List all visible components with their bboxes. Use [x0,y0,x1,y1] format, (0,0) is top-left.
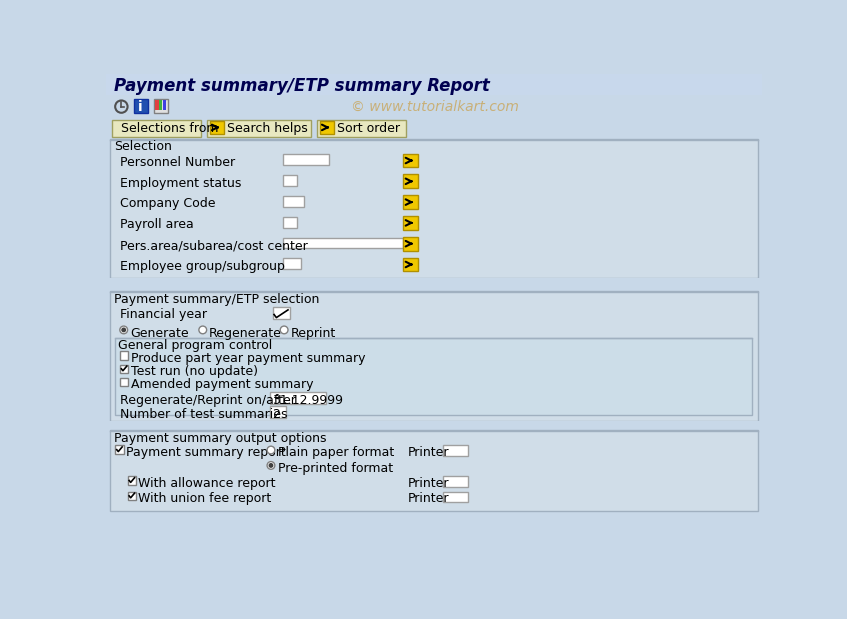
Bar [110,430,758,511]
Bar [317,119,406,137]
Text: Payment summary output options: Payment summary output options [113,431,326,444]
Bar [402,258,418,271]
Bar [163,100,165,110]
Bar [270,406,285,418]
Text: Regenerate: Regenerate [209,327,282,340]
Bar [270,392,326,404]
Bar [115,337,752,415]
Bar [283,196,304,207]
Text: Selections from: Selections from [121,122,219,135]
Text: © www.tutorialkart.com: © www.tutorialkart.com [351,100,518,114]
Text: General program control: General program control [119,339,273,352]
Text: Payment summary/ETP selection: Payment summary/ETP selection [113,293,319,306]
Bar [283,175,296,186]
Text: Pre-printed format: Pre-printed format [278,462,393,475]
Bar [112,119,202,137]
Text: Printer: Printer [408,477,450,490]
Text: Search helps: Search helps [227,122,307,135]
Bar [134,99,147,113]
Text: Financial year: Financial year [119,308,207,321]
Bar [156,100,158,110]
Bar [283,217,296,228]
Text: Payment summary report: Payment summary report [126,446,285,459]
Circle shape [122,328,125,332]
Text: i: i [138,100,142,114]
Bar [283,154,329,165]
Bar [110,139,758,277]
Circle shape [119,326,128,334]
Circle shape [267,462,274,469]
Bar [159,100,163,110]
Bar [273,307,290,319]
Bar [402,195,418,209]
Bar [154,99,168,113]
Bar [283,258,302,269]
Text: Plain paper format: Plain paper format [278,446,394,459]
Text: With union fee report: With union fee report [138,492,272,505]
Bar [210,121,224,134]
Bar [106,421,762,430]
Bar [402,216,418,230]
Text: Produce part year payment summary: Produce part year payment summary [130,352,365,365]
Circle shape [267,446,274,454]
Bar [320,121,334,134]
Text: Amended payment summary: Amended payment summary [130,378,313,391]
Text: Generate: Generate [130,327,189,340]
Text: Pers.area/subarea/cost center: Pers.area/subarea/cost center [119,239,307,252]
Text: 31.12.9999: 31.12.9999 [273,394,344,407]
Bar [402,154,418,168]
Bar [119,378,129,386]
Text: Regenerate/Reprint on/after: Regenerate/Reprint on/after [119,394,296,407]
Bar [207,119,311,137]
Bar [106,95,762,118]
Bar [443,476,468,487]
Bar [106,277,762,292]
Bar [115,446,124,454]
Bar [128,476,136,485]
Circle shape [269,464,273,467]
Text: Printer: Printer [408,446,450,459]
Text: Test run (no update): Test run (no update) [130,365,257,378]
Text: Selection: Selection [113,141,171,154]
Text: Employee group/subgroup: Employee group/subgroup [119,260,285,273]
Text: Personnel Number: Personnel Number [119,156,235,169]
Text: Printer: Printer [408,492,450,505]
Text: Employment status: Employment status [119,176,241,189]
Text: Number of test summaries: Number of test summaries [119,408,287,421]
Circle shape [280,326,288,334]
Text: Payroll area: Payroll area [119,219,194,232]
Text: Company Code: Company Code [119,197,215,210]
Bar [106,118,762,138]
Text: Reprint: Reprint [291,327,335,340]
Bar [443,491,468,503]
Bar [110,292,758,421]
Text: With allowance report: With allowance report [138,477,276,490]
Circle shape [199,326,207,334]
Bar [402,236,418,251]
Bar [119,352,129,360]
Bar [106,74,762,95]
Bar [283,238,402,248]
Bar [443,446,468,456]
Bar [119,365,129,373]
Text: 2: 2 [273,408,280,421]
Text: Sort order: Sort order [337,122,400,135]
Text: Payment summary/ETP summary Report: Payment summary/ETP summary Report [113,77,490,95]
Bar [402,175,418,188]
Bar [128,491,136,500]
